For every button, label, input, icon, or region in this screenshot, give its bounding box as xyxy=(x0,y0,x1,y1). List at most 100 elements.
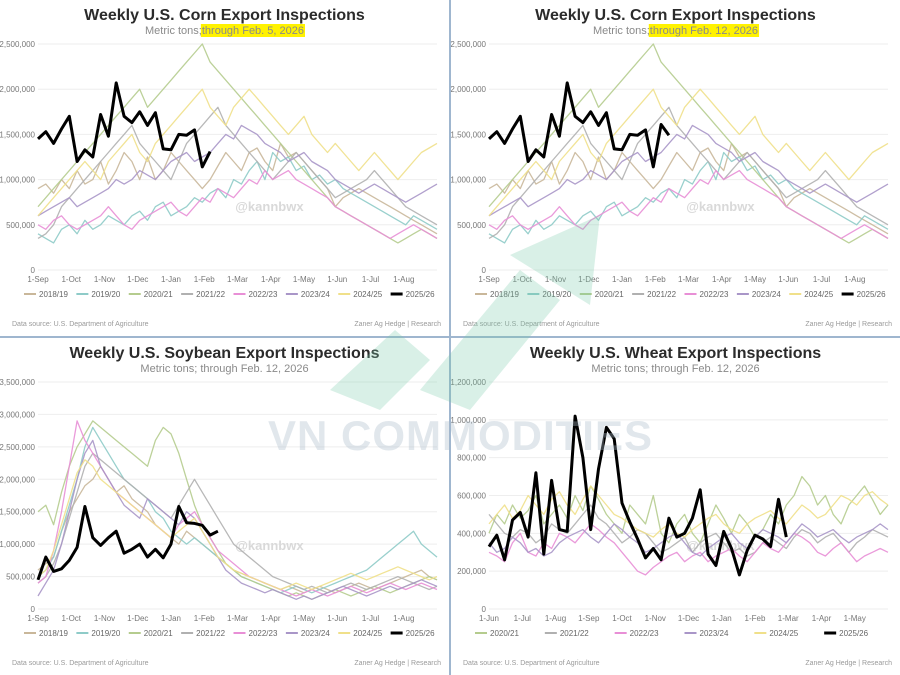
chart-subtitle: Metric tons; through Feb. 5, 2026 xyxy=(145,24,305,37)
y-tick-label: 0 xyxy=(31,266,36,275)
subtitle-prefix: Metric tons; through Feb. 12, 2026 xyxy=(140,363,308,375)
x-tick-label: 1-Feb xyxy=(745,614,766,623)
y-tick-label: 1,200,000 xyxy=(451,378,487,387)
y-tick-label: 200,000 xyxy=(457,567,486,576)
y-tick-label: 2,000,000 xyxy=(0,85,36,94)
legend-label: 2025/26 xyxy=(406,629,435,638)
legend-label: 2025/26 xyxy=(857,290,886,299)
y-tick-label: 0 xyxy=(31,605,36,614)
legend-label: 2024/25 xyxy=(353,629,382,638)
y-tick-label: 1,000,000 xyxy=(0,540,36,549)
x-tick-label: 1-Apr xyxy=(712,275,732,284)
legend-label: 2022/23 xyxy=(630,629,659,638)
legend-label: 2021/22 xyxy=(196,290,225,299)
x-tick-label: 1-Jan xyxy=(712,614,732,623)
data-source: Data source: U.S. Department of Agricult… xyxy=(12,660,149,667)
x-tick-label: 1-Mar xyxy=(778,614,799,623)
legend-label: 2024/25 xyxy=(769,629,798,638)
y-tick-label: 1,500,000 xyxy=(0,508,36,517)
x-tick-label: 1-Jun xyxy=(778,275,798,284)
x-tick-label: 1-May xyxy=(293,614,315,623)
x-tick-label: 1-May xyxy=(844,614,866,623)
series-line-2025-26 xyxy=(487,414,788,577)
subtitle-prefix: Metric tons; through Feb. 12, 2026 xyxy=(591,363,759,375)
subtitle-prefix: Metric tons; xyxy=(145,25,202,37)
series-line-2022-23 xyxy=(488,523,889,576)
data-source: Data source: U.S. Department of Agricult… xyxy=(463,660,600,667)
corn-feb5-chart-panel: Weekly U.S. Corn Export Inspections Metri… xyxy=(0,0,449,336)
credit: Zaner Ag Hedge | Research xyxy=(805,321,892,328)
x-tick-label: 1-Apr xyxy=(812,614,832,623)
y-tick-label: 1,000,000 xyxy=(451,176,487,185)
chart-title: Weekly U.S. Soybean Export Inspections xyxy=(69,345,379,362)
x-tick-label: 1-Jan xyxy=(161,275,181,284)
subtitle-prefix: Metric tons; xyxy=(593,25,650,37)
y-tick-label: 1,000,000 xyxy=(0,176,36,185)
legend-label: 2018/19 xyxy=(39,629,68,638)
series-line-2023-24 xyxy=(37,124,438,217)
x-tick-label: 1-Jan xyxy=(612,275,632,284)
y-tick-label: 2,000,000 xyxy=(0,475,36,484)
y-tick-label: 500,000 xyxy=(6,573,35,582)
y-tick-label: 2,500,000 xyxy=(451,40,487,49)
series-line-2021-22 xyxy=(37,452,438,594)
y-tick-label: 0 xyxy=(482,266,487,275)
series-line-2024-25 xyxy=(488,88,889,217)
x-tick-label: 1-Jul xyxy=(362,275,380,284)
y-tick-label: 500,000 xyxy=(6,221,35,230)
x-tick-label: 1-Jul xyxy=(813,275,831,284)
x-tick-label: 1-Nov xyxy=(645,614,666,623)
series-line-2018-19 xyxy=(488,142,889,235)
chart-svg: Weekly U.S. Corn Export InspectionsMetri… xyxy=(0,7,441,328)
y-tick-label: 0 xyxy=(482,605,487,614)
chart-title: Weekly U.S. Corn Export Inspections xyxy=(535,7,816,24)
series-line-2025-26 xyxy=(487,81,671,169)
series-line-2023-24 xyxy=(488,523,889,557)
x-tick-label: 1-Nov xyxy=(94,275,115,284)
x-tick-label: 1-Oct xyxy=(61,275,81,284)
legend-label: 2022/23 xyxy=(249,629,278,638)
series-line-2019-20 xyxy=(488,151,889,244)
x-tick-label: 1-Nov xyxy=(94,614,115,623)
legend-label: 2024/25 xyxy=(804,290,833,299)
x-tick-label: 1-Aug xyxy=(545,614,566,623)
series-line-2025-26 xyxy=(36,81,212,169)
x-tick-label: 1-Jul xyxy=(514,614,532,623)
series-line-2019-20 xyxy=(37,151,438,244)
legend-label: 2020/21 xyxy=(490,629,519,638)
y-tick-label: 3,000,000 xyxy=(0,410,36,419)
x-tick-label: 1-Aug xyxy=(393,614,414,623)
x-tick-label: 1-Aug xyxy=(844,275,865,284)
series-line-2024-25 xyxy=(37,459,438,591)
y-tick-label: 2,000,000 xyxy=(451,85,487,94)
y-tick-label: 500,000 xyxy=(457,221,486,230)
chart-subtitle: Metric tons; through Feb. 12, 2026 xyxy=(591,363,759,375)
soybean-chart-panel: Weekly U.S. Soybean Export Inspections Me… xyxy=(0,338,449,675)
handle-watermark: @kannbwx xyxy=(235,199,304,214)
legend-label: 2019/20 xyxy=(91,290,120,299)
data-source: Data source: U.S. Department of Agricult… xyxy=(12,321,149,328)
chart-title: Weekly U.S. Corn Export Inspections xyxy=(84,7,365,24)
horizontal-divider xyxy=(0,336,900,338)
credit: Zaner Ag Hedge | Research xyxy=(354,321,441,328)
x-tick-label: 1-Dec xyxy=(578,275,599,284)
legend-label: 2022/23 xyxy=(249,290,278,299)
legend-label: 2019/20 xyxy=(91,629,120,638)
corn-feb12-chart-panel: Weekly U.S. Corn Export Inspections Metri… xyxy=(451,0,900,336)
x-tick-label: 1-Mar xyxy=(227,614,248,623)
watermark-brand-text: VN COMMODITIES xyxy=(268,412,654,459)
x-tick-label: 1-Jul xyxy=(362,614,380,623)
subtitle-date: through Feb. 5, 2026 xyxy=(202,25,304,37)
series-line-2018-19 xyxy=(37,142,438,235)
x-tick-label: 1-Jun xyxy=(479,614,499,623)
legend-label: 2025/26 xyxy=(406,290,435,299)
x-tick-label: 1-Oct xyxy=(612,614,632,623)
chart-svg: Weekly U.S. Corn Export InspectionsMetri… xyxy=(451,7,892,328)
x-tick-label: 1-Aug xyxy=(393,275,414,284)
series-line-2021-22 xyxy=(488,106,889,239)
x-tick-label: 1-Sep xyxy=(27,275,49,284)
series-line-2021-22 xyxy=(488,504,889,557)
x-tick-label: 1-Nov xyxy=(545,275,566,284)
y-tick-label: 600,000 xyxy=(457,492,486,501)
